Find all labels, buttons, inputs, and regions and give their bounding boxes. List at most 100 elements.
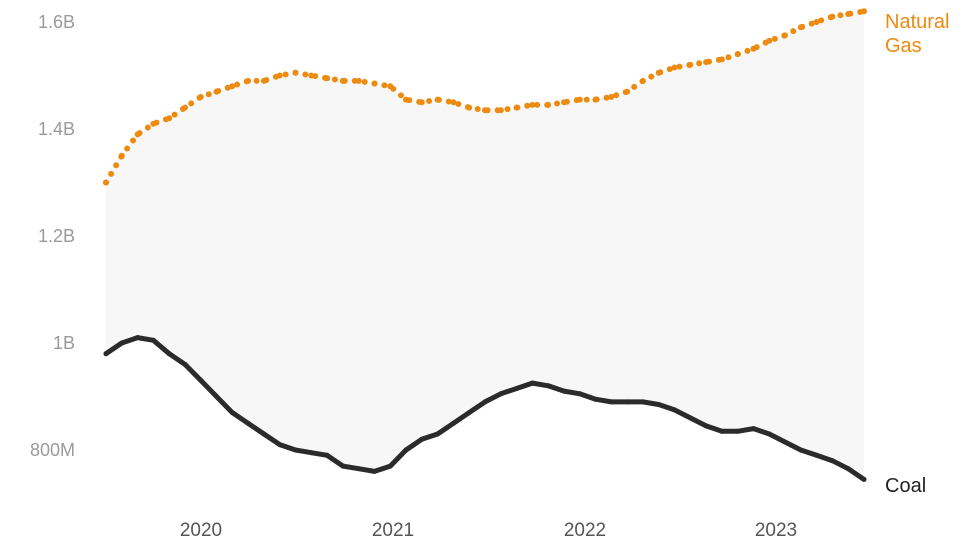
natural-gas-point — [703, 59, 710, 66]
coal-point — [356, 466, 362, 472]
coal-point — [766, 431, 772, 437]
coal-point — [498, 391, 504, 397]
series-label-coal: Coal — [885, 475, 926, 497]
coal-point — [577, 391, 583, 397]
natural-gas-point — [766, 37, 773, 44]
natural-gas-point — [103, 179, 109, 186]
natural-gas-point — [639, 77, 646, 84]
coal-point — [372, 468, 377, 474]
natural-gas-point — [797, 24, 804, 31]
coal-point — [229, 410, 235, 416]
coal-point — [861, 476, 867, 482]
natural-gas-point — [450, 99, 457, 106]
coal-point — [782, 439, 788, 445]
natural-gas-point — [782, 32, 788, 39]
coal-point — [719, 428, 725, 434]
coal-point — [135, 335, 141, 341]
coal-point — [435, 431, 441, 437]
coal-point — [751, 426, 756, 432]
natural-gas-point — [355, 77, 362, 84]
x-tick-label: 2023 — [755, 520, 797, 541]
coal-point — [514, 386, 520, 391]
natural-gas-point — [482, 107, 488, 114]
natural-gas-point — [434, 96, 441, 103]
natural-gas-point — [150, 120, 157, 127]
natural-gas-point — [466, 104, 473, 111]
natural-gas-point — [197, 93, 204, 100]
series-label-natural-gas-line1: Natural — [885, 11, 949, 33]
coal-point — [593, 396, 598, 402]
coal-point — [561, 388, 567, 394]
x-tick-label: 2020 — [180, 520, 222, 541]
coal-point — [608, 399, 614, 405]
coal-point — [482, 399, 488, 405]
series-label-natural-gas-line2: Gas — [885, 35, 922, 57]
natural-gas-point — [718, 56, 725, 63]
natural-gas-point — [545, 101, 552, 108]
coal-point — [735, 428, 741, 434]
natural-gas-point — [734, 51, 741, 58]
y-axis-ticks: 1.6B 1.4B 1.2B 1B 800M — [30, 12, 75, 460]
x-tick-label: 2021 — [372, 520, 414, 541]
natural-gas-point — [403, 96, 409, 103]
shaded-band — [106, 11, 864, 480]
natural-gas-point — [513, 104, 520, 111]
coal-point — [166, 351, 172, 357]
natural-gas-point — [245, 77, 252, 84]
coal-point — [814, 452, 820, 458]
natural-gas-point — [308, 72, 315, 79]
coal-point — [829, 458, 835, 464]
coal-point — [277, 442, 283, 448]
coal-point — [103, 351, 109, 357]
coal-point — [845, 466, 851, 472]
natural-gas-point — [750, 45, 757, 52]
y-tick-label: 800M — [30, 440, 75, 460]
coal-point — [703, 423, 709, 429]
natural-gas-point — [655, 69, 662, 76]
x-axis-ticks: 2020 2021 2022 2023 — [180, 520, 797, 541]
natural-gas-point — [608, 93, 615, 100]
natural-gas-point — [213, 88, 220, 95]
coal-point — [529, 380, 535, 386]
natural-gas-point — [829, 13, 836, 20]
coal-point — [198, 377, 204, 383]
y-tick-label: 1.4B — [38, 119, 75, 139]
natural-gas-point — [687, 61, 694, 68]
coal-point — [419, 436, 425, 442]
natural-gas-point — [292, 69, 299, 76]
natural-gas-point — [260, 77, 267, 84]
coal-point — [545, 383, 551, 389]
natural-gas-point — [671, 64, 678, 71]
natural-gas-point — [166, 115, 173, 122]
coal-point — [466, 410, 472, 416]
natural-gas-point — [529, 101, 536, 108]
natural-gas-point — [229, 83, 236, 90]
y-tick-label: 1B — [53, 333, 75, 353]
natural-gas-point — [576, 96, 583, 103]
coal-point — [687, 415, 693, 421]
natural-gas-point — [418, 99, 425, 106]
coal-point — [119, 340, 125, 346]
natural-gas-point — [134, 131, 141, 138]
coal-point — [308, 450, 314, 456]
natural-gas-point — [861, 8, 867, 15]
y-tick-label: 1.2B — [38, 226, 75, 246]
area-between-series — [106, 11, 864, 480]
coal-point — [340, 463, 346, 469]
natural-gas-point — [387, 83, 394, 90]
coal-point — [624, 399, 630, 405]
natural-gas-point — [118, 152, 125, 159]
series-layer — [103, 8, 867, 482]
coal-point — [403, 447, 409, 453]
coal-point — [387, 463, 393, 469]
natural-gas-point — [324, 75, 331, 82]
coal-point — [798, 447, 804, 453]
natural-gas-point — [339, 77, 346, 84]
coal-point — [214, 394, 219, 399]
coal-point — [450, 420, 456, 426]
coal-point — [261, 431, 267, 437]
coal-point — [672, 407, 677, 413]
coal-point — [293, 447, 298, 453]
coal-point — [656, 402, 662, 407]
